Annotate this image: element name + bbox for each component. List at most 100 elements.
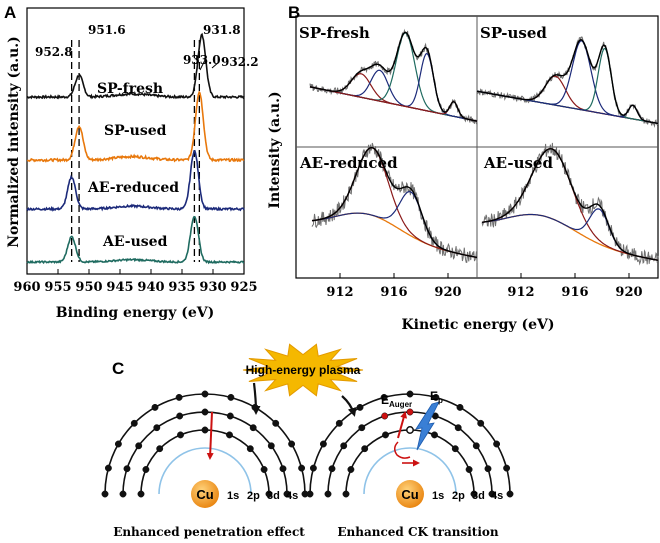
panel-a-tick-label: 930 <box>199 280 226 295</box>
electron-dot <box>175 393 183 401</box>
panel-b-raw-data <box>476 36 659 128</box>
panel-b-envelope-line <box>309 31 478 122</box>
ck-transition-arrow <box>394 441 411 459</box>
atom-left: Cu 1s 2p 3d 4s <box>101 390 309 508</box>
caption-left: Enhanced penetration effect <box>113 525 305 539</box>
panel-b-subplot <box>311 142 478 263</box>
panel-a-tick-label: 935 <box>168 280 195 295</box>
electron-dot <box>176 412 184 420</box>
panel-a-frame <box>26 7 245 275</box>
panel-a-peak-label: 952.8 <box>35 45 73 59</box>
panel-a-tick-label: 955 <box>44 280 71 295</box>
cu-nucleus <box>191 480 219 508</box>
electron-dot <box>153 424 161 432</box>
orbit-1s <box>158 447 252 495</box>
panel-a-tick-label: 960 <box>13 280 40 295</box>
electron-dot <box>260 466 268 473</box>
orbital-label: 3d <box>472 490 485 502</box>
orbital-label: 2p <box>452 490 465 502</box>
panel-b-tick-label: 912 <box>507 285 534 300</box>
panel-a-sample-label: AE-reduced <box>87 180 179 196</box>
panel-b-component-line <box>309 73 478 122</box>
panel-a-sample-label: SP-fresh <box>97 81 163 97</box>
panel-a: A 960 955 950 945 940 935 930 925 952.8 951.6 933… <box>4 3 259 321</box>
electron-dot <box>249 424 257 432</box>
panel-a-tick-label: 940 <box>137 280 164 295</box>
panel-b-subplot-title: SP-used <box>480 24 547 42</box>
electron-dot <box>156 445 164 453</box>
electron-dot <box>309 464 317 472</box>
electron-dot <box>406 390 414 398</box>
panel-a-series-line <box>26 215 245 265</box>
electron-dot <box>226 431 233 439</box>
electron-dot <box>488 490 496 498</box>
panel-a-peak-labels: 952.8 951.6 933.0 931.8 932.2 <box>35 23 259 71</box>
panel-b-tick-label: 912 <box>326 285 353 300</box>
electron-dot <box>177 431 184 439</box>
panel-a-tick-label: 950 <box>75 280 102 295</box>
panel-b-component-line <box>309 32 478 122</box>
electron-dot <box>201 426 209 434</box>
panel-b-tick-label: 920 <box>615 285 642 300</box>
electron-dot <box>119 490 127 498</box>
electron-dot <box>472 442 480 450</box>
electron-dot <box>298 464 306 472</box>
electron-dot <box>135 442 143 450</box>
e-p-label: Ep <box>430 389 443 405</box>
electron-dot <box>227 393 235 401</box>
electron-dot <box>319 440 327 448</box>
electron-dot <box>267 442 275 450</box>
panel-b-raw-data <box>311 142 478 263</box>
electron-dot <box>477 419 485 427</box>
panel-a-peak-label: 931.8 <box>203 23 241 37</box>
panel-a-sample-label: AE-used <box>102 234 168 250</box>
orbit-1s <box>363 447 457 495</box>
electron-dot <box>114 440 122 448</box>
orbital-label: 4s <box>286 490 298 502</box>
panel-b-tick-label: 916 <box>380 285 407 300</box>
panel-b-subplot <box>309 28 478 125</box>
electron-dot <box>381 412 389 420</box>
electron-dot <box>451 445 459 453</box>
panel-b-xlabel: Kinetic energy (eV) <box>402 317 555 333</box>
cu-nucleus <box>396 480 424 508</box>
panel-a-series-line <box>26 90 245 163</box>
panel-a-ylabel: Normalized intensity (a.u.) <box>6 36 22 248</box>
electron-dot <box>335 419 343 427</box>
e-auger-label: EAuger <box>381 393 412 409</box>
panel-b-envelope-line <box>476 39 659 125</box>
panel-a-xlabel: Binding energy (eV) <box>56 305 214 321</box>
panel-a-sample-label: SP-used <box>104 123 167 139</box>
panel-b-envelope-line <box>481 148 659 261</box>
electron-dot <box>246 445 254 453</box>
electron-dot <box>493 440 501 448</box>
electron-dot <box>470 490 478 498</box>
electron-dot <box>380 393 388 401</box>
panel-a-sample-labels: SP-fresh SP-used AE-reduced AE-used <box>87 81 179 250</box>
panel-b-subplot-title: AE-used <box>483 154 553 172</box>
electron-dot <box>201 390 209 398</box>
electron-dot <box>465 466 473 473</box>
arrow-to-right-atom <box>341 395 357 417</box>
electron-dot <box>358 424 366 432</box>
plasma-burst-icon <box>242 343 364 397</box>
electron-dot <box>123 465 131 473</box>
electron-dot <box>288 440 296 448</box>
electron-dot <box>265 490 273 498</box>
electron-dot <box>406 408 414 416</box>
cu-label: Cu <box>401 487 418 502</box>
electron-dot <box>272 419 280 427</box>
panel-b-subplots: SP-fresh SP-used AE-reduced AE-used <box>299 24 659 266</box>
electron-dot <box>456 403 464 411</box>
electron-dot <box>342 490 350 498</box>
panel-b-subplot-title: AE-reduced <box>299 154 398 172</box>
panel-b-x-axis: 912 916 920 912 916 920 <box>326 273 643 300</box>
panel-b-component-line <box>476 40 659 124</box>
orbital-label: 1s <box>432 490 444 502</box>
panel-a-peak-pointer <box>199 59 206 71</box>
panel-b-ylabel: Intensity (a.u.) <box>267 91 283 208</box>
panel-a-reference-lines <box>70 40 201 262</box>
penetration-arrow <box>206 411 214 460</box>
